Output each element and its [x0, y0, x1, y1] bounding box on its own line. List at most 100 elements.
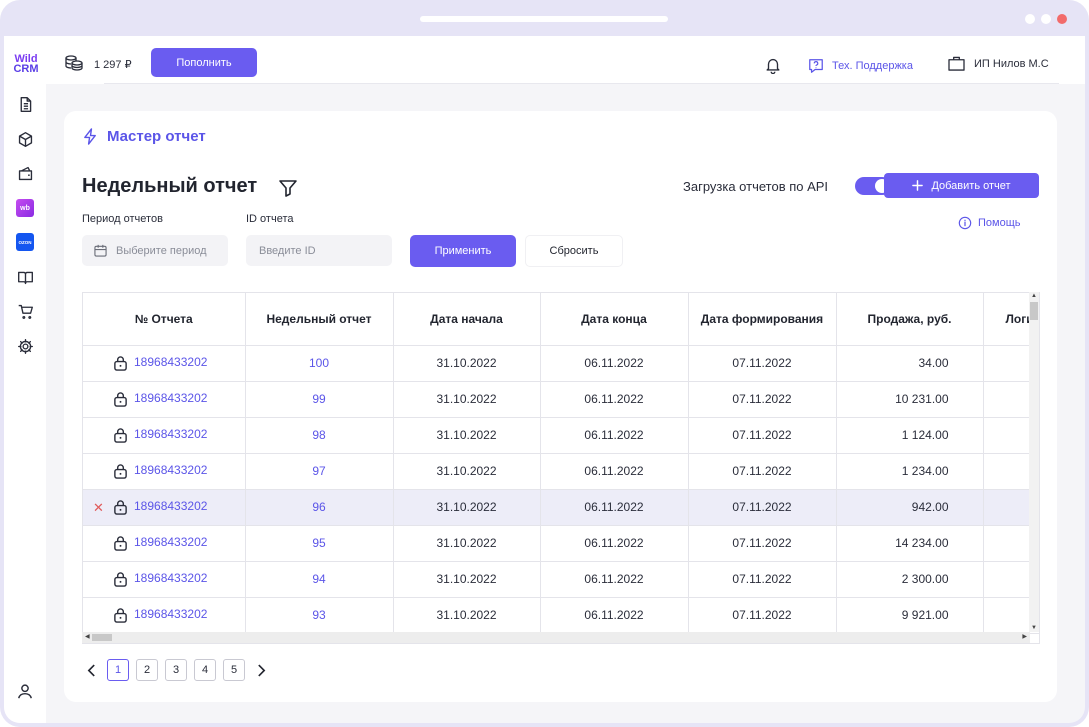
- week-report-cell: 100: [245, 345, 394, 382]
- help-link[interactable]: Помощь: [958, 216, 1021, 230]
- window-dot-icon[interactable]: [1025, 14, 1035, 24]
- window-dot-icon[interactable]: [1041, 14, 1051, 24]
- table-row[interactable]: 18968433202 97 31.10.2022 06.11.2022 07.11.2…: [83, 453, 1039, 490]
- add-report-button[interactable]: Добавить отчет: [884, 173, 1039, 198]
- sidebar-item-wallet[interactable]: [16, 164, 34, 182]
- sidebar-item-reports[interactable]: [16, 95, 34, 113]
- sidebar-item-cart[interactable]: [16, 302, 34, 320]
- scroll-thumb[interactable]: [1030, 302, 1038, 320]
- coins-icon: [65, 55, 83, 71]
- report-id-cell: 18968433202: [83, 561, 246, 598]
- sidebar-item-settings[interactable]: [16, 337, 34, 355]
- week-report-link[interactable]: 98: [312, 428, 326, 442]
- sale-cell: 9 921.00: [836, 597, 984, 634]
- lock-icon: [114, 464, 127, 479]
- report-id-link[interactable]: 18968433202: [134, 535, 208, 550]
- sidebar-item-products[interactable]: [16, 130, 34, 148]
- help-label: Помощь: [978, 217, 1021, 229]
- book-icon: [17, 271, 33, 284]
- column-header[interactable]: Дата формирования: [688, 293, 837, 346]
- week-report-link[interactable]: 99: [312, 392, 326, 406]
- account-label: ИП Нилов М.С: [974, 57, 1049, 70]
- report-id-link[interactable]: 18968433202: [134, 571, 208, 586]
- page-button[interactable]: 3: [165, 659, 187, 681]
- report-id-cell: 18968433202: [83, 381, 246, 418]
- table-row[interactable]: 18968433202 99 31.10.2022 06.11.2022 07.11.2…: [83, 381, 1039, 418]
- formed-date-cell: 07.11.2022: [688, 417, 837, 454]
- sidebar-item-profile[interactable]: [16, 682, 34, 700]
- column-header[interactable]: Дата начала: [393, 293, 541, 346]
- account-menu[interactable]: ИП Нилов М.С: [948, 56, 1049, 71]
- report-id-link[interactable]: 18968433202: [134, 355, 208, 370]
- next-page-button[interactable]: [252, 659, 270, 681]
- column-header[interactable]: Дата конца: [540, 293, 689, 346]
- period-input[interactable]: Выберите период: [82, 235, 228, 266]
- week-report-link[interactable]: 97: [312, 464, 326, 478]
- week-report-link[interactable]: 94: [312, 572, 326, 586]
- logo[interactable]: Wild CRM: [9, 54, 43, 75]
- formed-date-cell: 07.11.2022: [688, 381, 837, 418]
- delete-row-icon[interactable]: ✕: [93, 499, 104, 515]
- week-report-link[interactable]: 95: [312, 536, 326, 550]
- page-button[interactable]: 4: [194, 659, 216, 681]
- table-row[interactable]: 18968433202 100 31.10.2022 06.11.2022 07.11.…: [83, 345, 1039, 382]
- sidebar-item-knowledge[interactable]: [16, 268, 34, 286]
- end-date-cell: 06.11.2022: [540, 597, 689, 634]
- table-row[interactable]: 18968433202 95 31.10.2022 06.11.2022 07.11.2…: [83, 525, 1039, 562]
- week-report-link[interactable]: 96: [312, 500, 326, 514]
- id-input[interactable]: Введите ID: [246, 235, 392, 266]
- report-id-cell: 18968433202: [83, 345, 246, 382]
- calendar-icon: [94, 244, 107, 257]
- page-button[interactable]: 1: [107, 659, 129, 681]
- scroll-left-icon[interactable]: ◀: [85, 634, 90, 640]
- gear-icon: [17, 338, 33, 354]
- table-row[interactable]: 18968433202 93 31.10.2022 06.11.2022 07.11.2…: [83, 597, 1039, 634]
- app-window: Wild CRM wb OZON: [4, 36, 1085, 723]
- start-date-cell: 31.10.2022: [393, 597, 541, 634]
- week-report-cell: 93: [245, 597, 394, 634]
- formed-date-cell: 07.11.2022: [688, 561, 837, 598]
- topup-button[interactable]: Пополнить: [151, 48, 257, 77]
- horizontal-scrollbar[interactable]: ◀ ▶: [82, 632, 1030, 643]
- wb-logo-icon: wb: [20, 204, 30, 212]
- scroll-down-icon[interactable]: ▼: [1031, 625, 1037, 631]
- table-row[interactable]: 18968433202 98 31.10.2022 06.11.2022 07.11.2…: [83, 417, 1039, 454]
- scroll-right-icon[interactable]: ▶: [1022, 634, 1027, 640]
- plus-icon: [912, 180, 924, 191]
- sidebar: Wild CRM wb OZON: [4, 36, 46, 723]
- report-id-link[interactable]: 18968433202: [134, 427, 208, 442]
- page-button[interactable]: 5: [223, 659, 245, 681]
- column-header[interactable]: Недельный отчет: [245, 293, 394, 346]
- week-report-link[interactable]: 100: [308, 356, 330, 370]
- table-row[interactable]: ✕ 18968433202 96 31.10.2022 06.11.2022 07.11.…: [83, 489, 1039, 526]
- sidebar-item-ozon[interactable]: OZON: [16, 233, 34, 251]
- column-header[interactable]: Продажа, руб.: [836, 293, 984, 346]
- reports-table: № Отчета Недельный отчет Дата начала Дат…: [82, 292, 1040, 644]
- apply-button[interactable]: Применить: [410, 235, 516, 267]
- table-row[interactable]: 18968433202 94 31.10.2022 06.11.2022 07.11.2…: [83, 561, 1039, 598]
- scroll-up-icon[interactable]: ▲: [1031, 293, 1037, 299]
- week-report-link[interactable]: 93: [312, 608, 326, 622]
- lock-icon: [114, 356, 127, 371]
- sidebar-item-wildberries[interactable]: wb: [16, 199, 34, 217]
- bell-icon[interactable]: [764, 56, 782, 74]
- support-label: Тех. Поддержка: [832, 59, 913, 72]
- column-header[interactable]: № Отчета: [83, 293, 246, 346]
- page-button[interactable]: 2: [136, 659, 158, 681]
- support-link[interactable]: Тех. Поддержка: [804, 48, 926, 84]
- report-id-link[interactable]: 18968433202: [134, 607, 208, 622]
- window-close-icon[interactable]: [1057, 14, 1067, 24]
- report-id-link[interactable]: 18968433202: [134, 499, 208, 514]
- reset-button[interactable]: Сбросить: [525, 235, 623, 267]
- info-icon: [958, 216, 972, 230]
- support-chat-icon: [809, 58, 823, 73]
- wallet-icon: [18, 166, 32, 180]
- report-id-link[interactable]: 18968433202: [134, 463, 208, 478]
- report-id-cell: 18968433202: [83, 417, 246, 454]
- report-id-link[interactable]: 18968433202: [134, 391, 208, 406]
- vertical-scrollbar[interactable]: ▲ ▼: [1029, 292, 1039, 632]
- filter-icon[interactable]: [278, 178, 298, 198]
- prev-page-button[interactable]: [82, 659, 100, 681]
- scroll-thumb[interactable]: [92, 634, 112, 641]
